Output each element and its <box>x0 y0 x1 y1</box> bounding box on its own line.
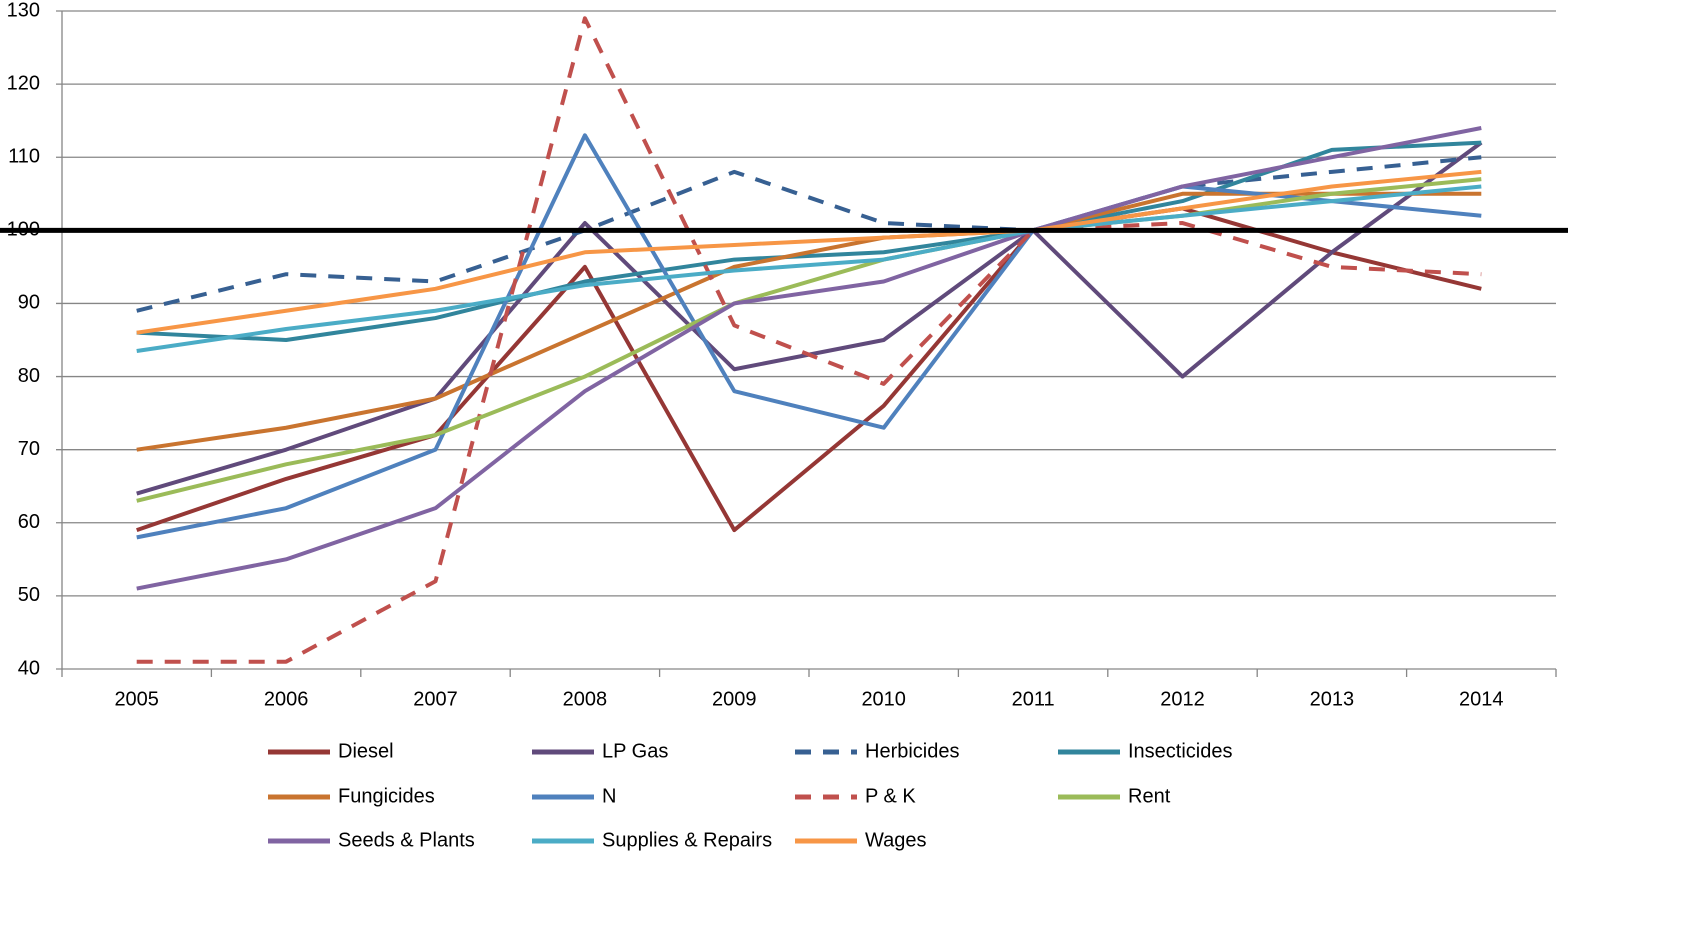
y-tick-label: 120 <box>7 72 40 94</box>
legend-label: P & K <box>865 785 916 807</box>
legend-label: Seeds & Plants <box>338 829 475 851</box>
legend-label: N <box>602 785 616 807</box>
series-line <box>136 140 1482 342</box>
y-tick-label: 50 <box>18 584 40 606</box>
legend-label: Herbicides <box>865 740 959 762</box>
legend-label: Fungicides <box>338 785 435 807</box>
series-line <box>136 133 1482 540</box>
series-line <box>136 169 1482 335</box>
series-line <box>136 184 1482 353</box>
legend-label: Wages <box>865 829 927 851</box>
y-tick-label: 70 <box>18 438 40 460</box>
x-tick-label: 2008 <box>563 688 608 710</box>
x-tick-label: 2010 <box>861 688 906 710</box>
x-tick-label: 2005 <box>114 688 159 710</box>
series-line <box>136 155 1482 313</box>
series-line <box>136 177 1482 503</box>
y-tick-label: 130 <box>7 0 40 21</box>
series-line <box>136 16 1482 664</box>
x-tick-label: 2014 <box>1459 688 1504 710</box>
legend-label: Insecticides <box>1128 740 1233 762</box>
y-tick-label: 110 <box>8 146 40 168</box>
y-tick-label: 60 <box>18 511 40 533</box>
x-tick-label: 2009 <box>712 688 757 710</box>
legend-label: LP Gas <box>602 740 668 762</box>
y-tick-label: 90 <box>18 292 40 314</box>
y-tick-label: 40 <box>18 657 40 679</box>
legend-label: Diesel <box>338 740 394 762</box>
x-tick-label: 2006 <box>264 688 309 710</box>
legend-label: Supplies & Repairs <box>602 829 772 851</box>
y-tick-label: 80 <box>18 365 40 387</box>
series-line <box>136 126 1482 591</box>
x-tick-label: 2013 <box>1310 688 1355 710</box>
legend-label: Rent <box>1128 785 1171 807</box>
x-tick-label: 2011 <box>1012 688 1055 710</box>
x-tick-label: 2012 <box>1160 688 1205 710</box>
x-tick-label: 2007 <box>413 688 458 710</box>
